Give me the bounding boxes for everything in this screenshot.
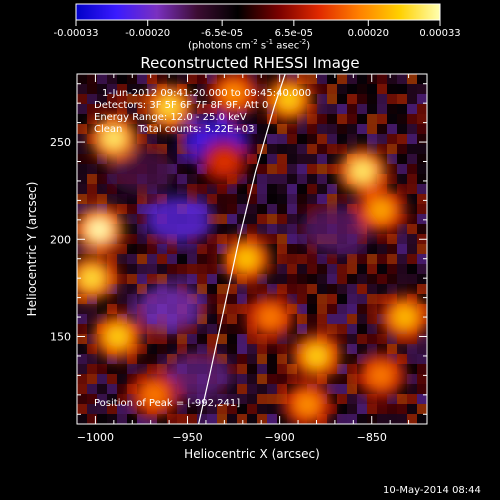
chart-title: Reconstructed RHESSI Image <box>140 54 360 72</box>
observation-info: 1-Jun-2012 09:41:20.000 to 09:45:40.000 … <box>94 88 311 136</box>
colorbar-tick-label: 0.00020 <box>348 28 389 39</box>
colorbar-tick-label: -0.00033 <box>54 28 99 39</box>
colorbar-gradient <box>75 3 441 21</box>
dim-region <box>300 205 369 254</box>
plot-frame <box>76 73 428 425</box>
colorbar-tick-label: 0.00033 <box>419 28 460 39</box>
bright-region-core <box>234 247 259 270</box>
x-axis-label: Heliocentric X (arcsec) <box>184 447 320 461</box>
annotation-energy: Energy Range: 12.0 - 25.0 keV <box>94 112 247 123</box>
y-tick-label: 200 <box>50 233 71 246</box>
x-tick-label: −950 <box>172 431 202 444</box>
bright-region-core <box>221 82 246 105</box>
bright-region-core <box>276 88 301 111</box>
colorbar-unit: (photons cm-2 s-1 asec-2) <box>188 38 311 52</box>
colorbar-tick-label: 6.5e-05 <box>275 28 313 39</box>
bright-region-core <box>368 199 393 222</box>
bright-region-core <box>79 267 104 290</box>
y-tick-label: 150 <box>50 331 71 344</box>
bright-region-core <box>258 306 283 329</box>
dim-region <box>107 147 176 196</box>
bright-region-core <box>87 218 112 241</box>
bright-region-core <box>304 344 329 367</box>
dim-region <box>162 351 231 400</box>
render-timestamp: 10-May-2014 08:44 <box>383 485 481 496</box>
dim-region <box>135 283 204 332</box>
annotation-counts: Clean Total counts: 5.22E+03 <box>94 124 255 135</box>
colorbar: -0.00033 -0.00020 -6.5e-05 6.5e-05 0.00020 0.… <box>54 3 461 39</box>
colorbar-tick-label: -0.00020 <box>125 28 170 39</box>
bright-region-core <box>368 364 393 387</box>
bright-region-core <box>142 383 167 406</box>
x-tick-label: −1000 <box>77 431 114 444</box>
y-tick-label: 250 <box>50 136 71 149</box>
colorbar-tick-label: -6.5e-05 <box>201 28 243 39</box>
x-tick-label: −850 <box>357 431 387 444</box>
bright-region-core <box>101 127 126 150</box>
bright-region-core <box>157 96 182 119</box>
annotation-time-range: 1-Jun-2012 09:41:20.000 to 09:45:40.000 <box>102 88 312 99</box>
bright-region-core <box>350 160 375 183</box>
x-tick-label: −900 <box>265 431 295 444</box>
bright-region-core <box>295 393 320 416</box>
solar-limb-line <box>197 74 286 424</box>
bright-region-core <box>105 325 130 348</box>
peak-position-label: Position of Peak = [-992,241] <box>94 398 241 409</box>
bright-region-core <box>392 306 417 329</box>
dim-region <box>144 195 213 244</box>
annotation-detectors: Detectors: 3F 5F 6F 7F 8F 9F, Att 0 <box>94 100 269 111</box>
y-axis-label: Heliocentric Y (arcsec) <box>25 182 39 317</box>
emission-regions <box>77 74 427 424</box>
bright-region-core <box>212 150 237 173</box>
